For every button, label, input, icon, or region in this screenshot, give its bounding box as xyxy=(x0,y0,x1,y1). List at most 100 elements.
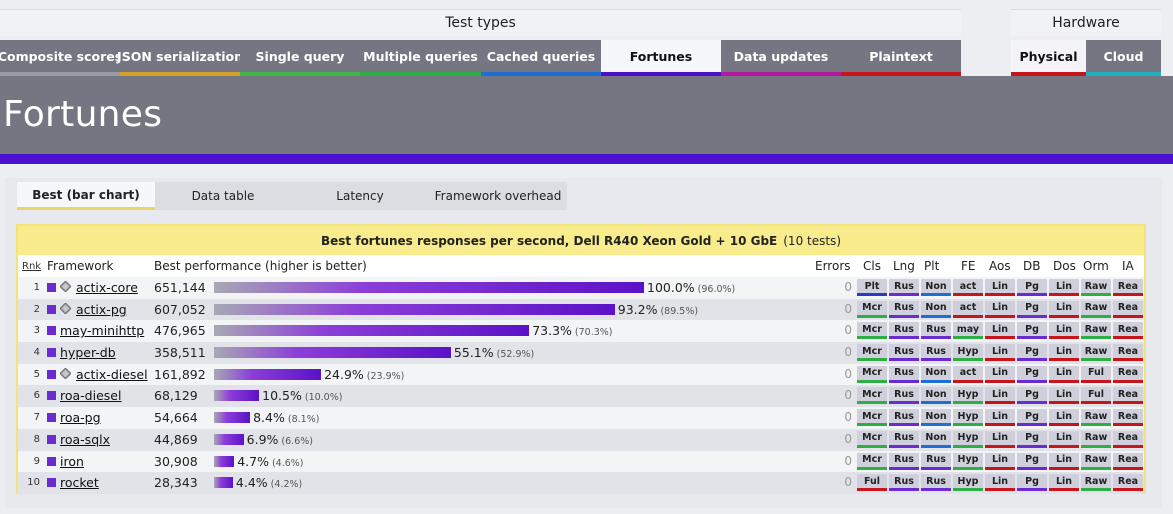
rank: 1 xyxy=(33,282,40,293)
orm-badge: Raw xyxy=(1081,322,1111,340)
dos-badge: Lin xyxy=(1049,279,1079,296)
dos-badge: Lin xyxy=(1049,344,1079,362)
tab-cloud[interactable]: Cloud xyxy=(1086,40,1161,76)
framework-link[interactable]: actix-diesel xyxy=(76,366,148,382)
errors-value: 0 xyxy=(844,323,852,338)
performance-percent: 55.1% (52.9%) xyxy=(454,345,534,360)
plt-badge: Non xyxy=(921,430,951,448)
performance-value: 54,664 xyxy=(154,410,198,426)
tab-cached-queries[interactable]: Cached queries xyxy=(481,40,601,76)
ia-badge: Rea xyxy=(1113,322,1143,340)
lng-badge: Rus xyxy=(889,387,919,405)
performance-percent: 73.3% (70.3%) xyxy=(532,323,612,338)
view-tab-latency[interactable]: Latency xyxy=(291,182,429,210)
tab-multiple-queries[interactable]: Multiple queries xyxy=(360,40,481,76)
fe-badge: act xyxy=(953,300,983,318)
performance-percent: 4.4% (4.2%) xyxy=(236,475,302,490)
performance-bar xyxy=(214,455,235,467)
framework-link[interactable]: roa-sqlx xyxy=(60,431,110,447)
fe-badge: Hyp xyxy=(953,387,983,405)
performance-percent: 6.9% (6.6%) xyxy=(247,432,313,447)
table-row: 5 actix-diesel 161,892 24.9% (23.9%) 0 Mcr Rus N… xyxy=(18,363,1144,386)
results-rows: 1 actix-core 651,144 100.0% (96.0%) 0 Plt Rus No… xyxy=(18,277,1144,494)
db-badge: Pg xyxy=(1017,430,1047,448)
orm-header: Orm xyxy=(1083,259,1109,273)
plt-badge: Non xyxy=(921,365,951,383)
view-tab-data-table[interactable]: Data table xyxy=(155,182,291,210)
tab-fortunes[interactable]: Fortunes xyxy=(601,40,721,76)
performance-value: 476,965 xyxy=(154,323,206,339)
cls-badge: Mcr xyxy=(857,387,887,405)
framework-link[interactable]: actix-core xyxy=(76,280,138,295)
plt-badge: Rus xyxy=(921,322,951,340)
test-types-header: Test types xyxy=(0,9,961,36)
performance-bar xyxy=(214,347,451,359)
aos-badge: Lin xyxy=(985,387,1015,405)
framework-color-square xyxy=(47,434,56,444)
cls-badge: Mcr xyxy=(857,344,887,362)
errors-value: 0 xyxy=(844,366,852,381)
framework-link[interactable]: iron xyxy=(60,453,84,469)
percent-label: 24.9% xyxy=(324,366,364,382)
fe-badge: may xyxy=(953,322,983,340)
performance-bar xyxy=(214,433,244,445)
tab-physical[interactable]: Physical xyxy=(1011,40,1086,76)
lng-badge: Rus xyxy=(889,279,919,296)
performance-header: Best performance (higher is better) xyxy=(154,259,367,273)
performance-percent: 24.9% (23.9%) xyxy=(324,367,404,382)
percent-label: 73.3% xyxy=(532,323,572,339)
ia-header: IA xyxy=(1122,259,1134,273)
fe-badge: Hyp xyxy=(953,430,983,448)
performance-bar xyxy=(214,412,251,424)
errors-value: 0 xyxy=(844,280,852,294)
db-badge: Pg xyxy=(1017,474,1047,492)
rank: 2 xyxy=(33,303,40,315)
framework-link[interactable]: rocket xyxy=(60,475,99,491)
hardware-header: Hardware xyxy=(1011,9,1161,36)
performance-bar xyxy=(214,325,530,337)
percent-secondary: (23.9%) xyxy=(366,370,405,382)
framework-color-square xyxy=(47,304,56,314)
aos-header: Aos xyxy=(989,259,1011,273)
percent-secondary: (96.0%) xyxy=(697,284,736,295)
tab-plaintext[interactable]: Plaintext xyxy=(841,40,961,76)
performance-percent: 8.4% (8.1%) xyxy=(253,410,319,425)
aos-badge: Lin xyxy=(985,344,1015,362)
performance-value: 30,908 xyxy=(154,453,198,469)
db-badge: Pg xyxy=(1017,409,1047,427)
percent-label: 93.2% xyxy=(617,301,658,317)
dos-badge: Lin xyxy=(1049,387,1079,405)
tab-single-query[interactable]: Single query xyxy=(240,40,360,76)
framework-link[interactable]: roa-pg xyxy=(60,410,101,426)
rank: 7 xyxy=(33,412,40,424)
framework-link[interactable]: hyper-db xyxy=(60,345,116,361)
framework-link[interactable]: actix-pg xyxy=(76,301,127,317)
aos-badge: Lin xyxy=(985,279,1015,296)
cls-badge: Mcr xyxy=(857,300,887,318)
test-type-tabs: Composite scores JSON serialization Single… xyxy=(0,40,1161,76)
framework-link[interactable]: may-minihttp xyxy=(60,323,145,339)
framework-link[interactable]: roa-diesel xyxy=(60,388,122,404)
percent-secondary: (70.3%) xyxy=(574,327,613,339)
rank: 9 xyxy=(33,455,40,467)
db-badge: Pg xyxy=(1017,344,1047,362)
orm-badge: Ful xyxy=(1081,365,1111,383)
tab-json-serialization[interactable]: JSON serialization xyxy=(117,40,243,76)
performance-value: 358,511 xyxy=(154,345,206,361)
fe-header: FE xyxy=(961,259,976,273)
tab-data-updates[interactable]: Data updates xyxy=(721,40,841,76)
rank-header[interactable]: Rnk xyxy=(22,261,42,272)
cls-badge: Mcr xyxy=(857,322,887,340)
percent-label: 4.7% xyxy=(237,453,269,469)
view-tab-framework-overhead[interactable]: Framework overhead xyxy=(429,182,567,210)
rank: 5 xyxy=(33,368,40,380)
db-badge: Pg xyxy=(1017,387,1047,405)
lng-badge: Rus xyxy=(889,322,919,340)
aos-badge: Lin xyxy=(985,409,1015,427)
table-row: 10 rocket 28,343 4.4% (4.2%) 0 Ful Rus Rus Hyp Lin… xyxy=(18,472,1144,494)
view-tab-best-bar-chart[interactable]: Best (bar chart) xyxy=(17,182,155,210)
fe-badge: Hyp xyxy=(953,344,983,362)
tab-composite-scores[interactable]: Composite scores xyxy=(0,40,122,76)
lng-badge: Rus xyxy=(889,409,919,427)
errors-header: Errors xyxy=(815,259,851,273)
